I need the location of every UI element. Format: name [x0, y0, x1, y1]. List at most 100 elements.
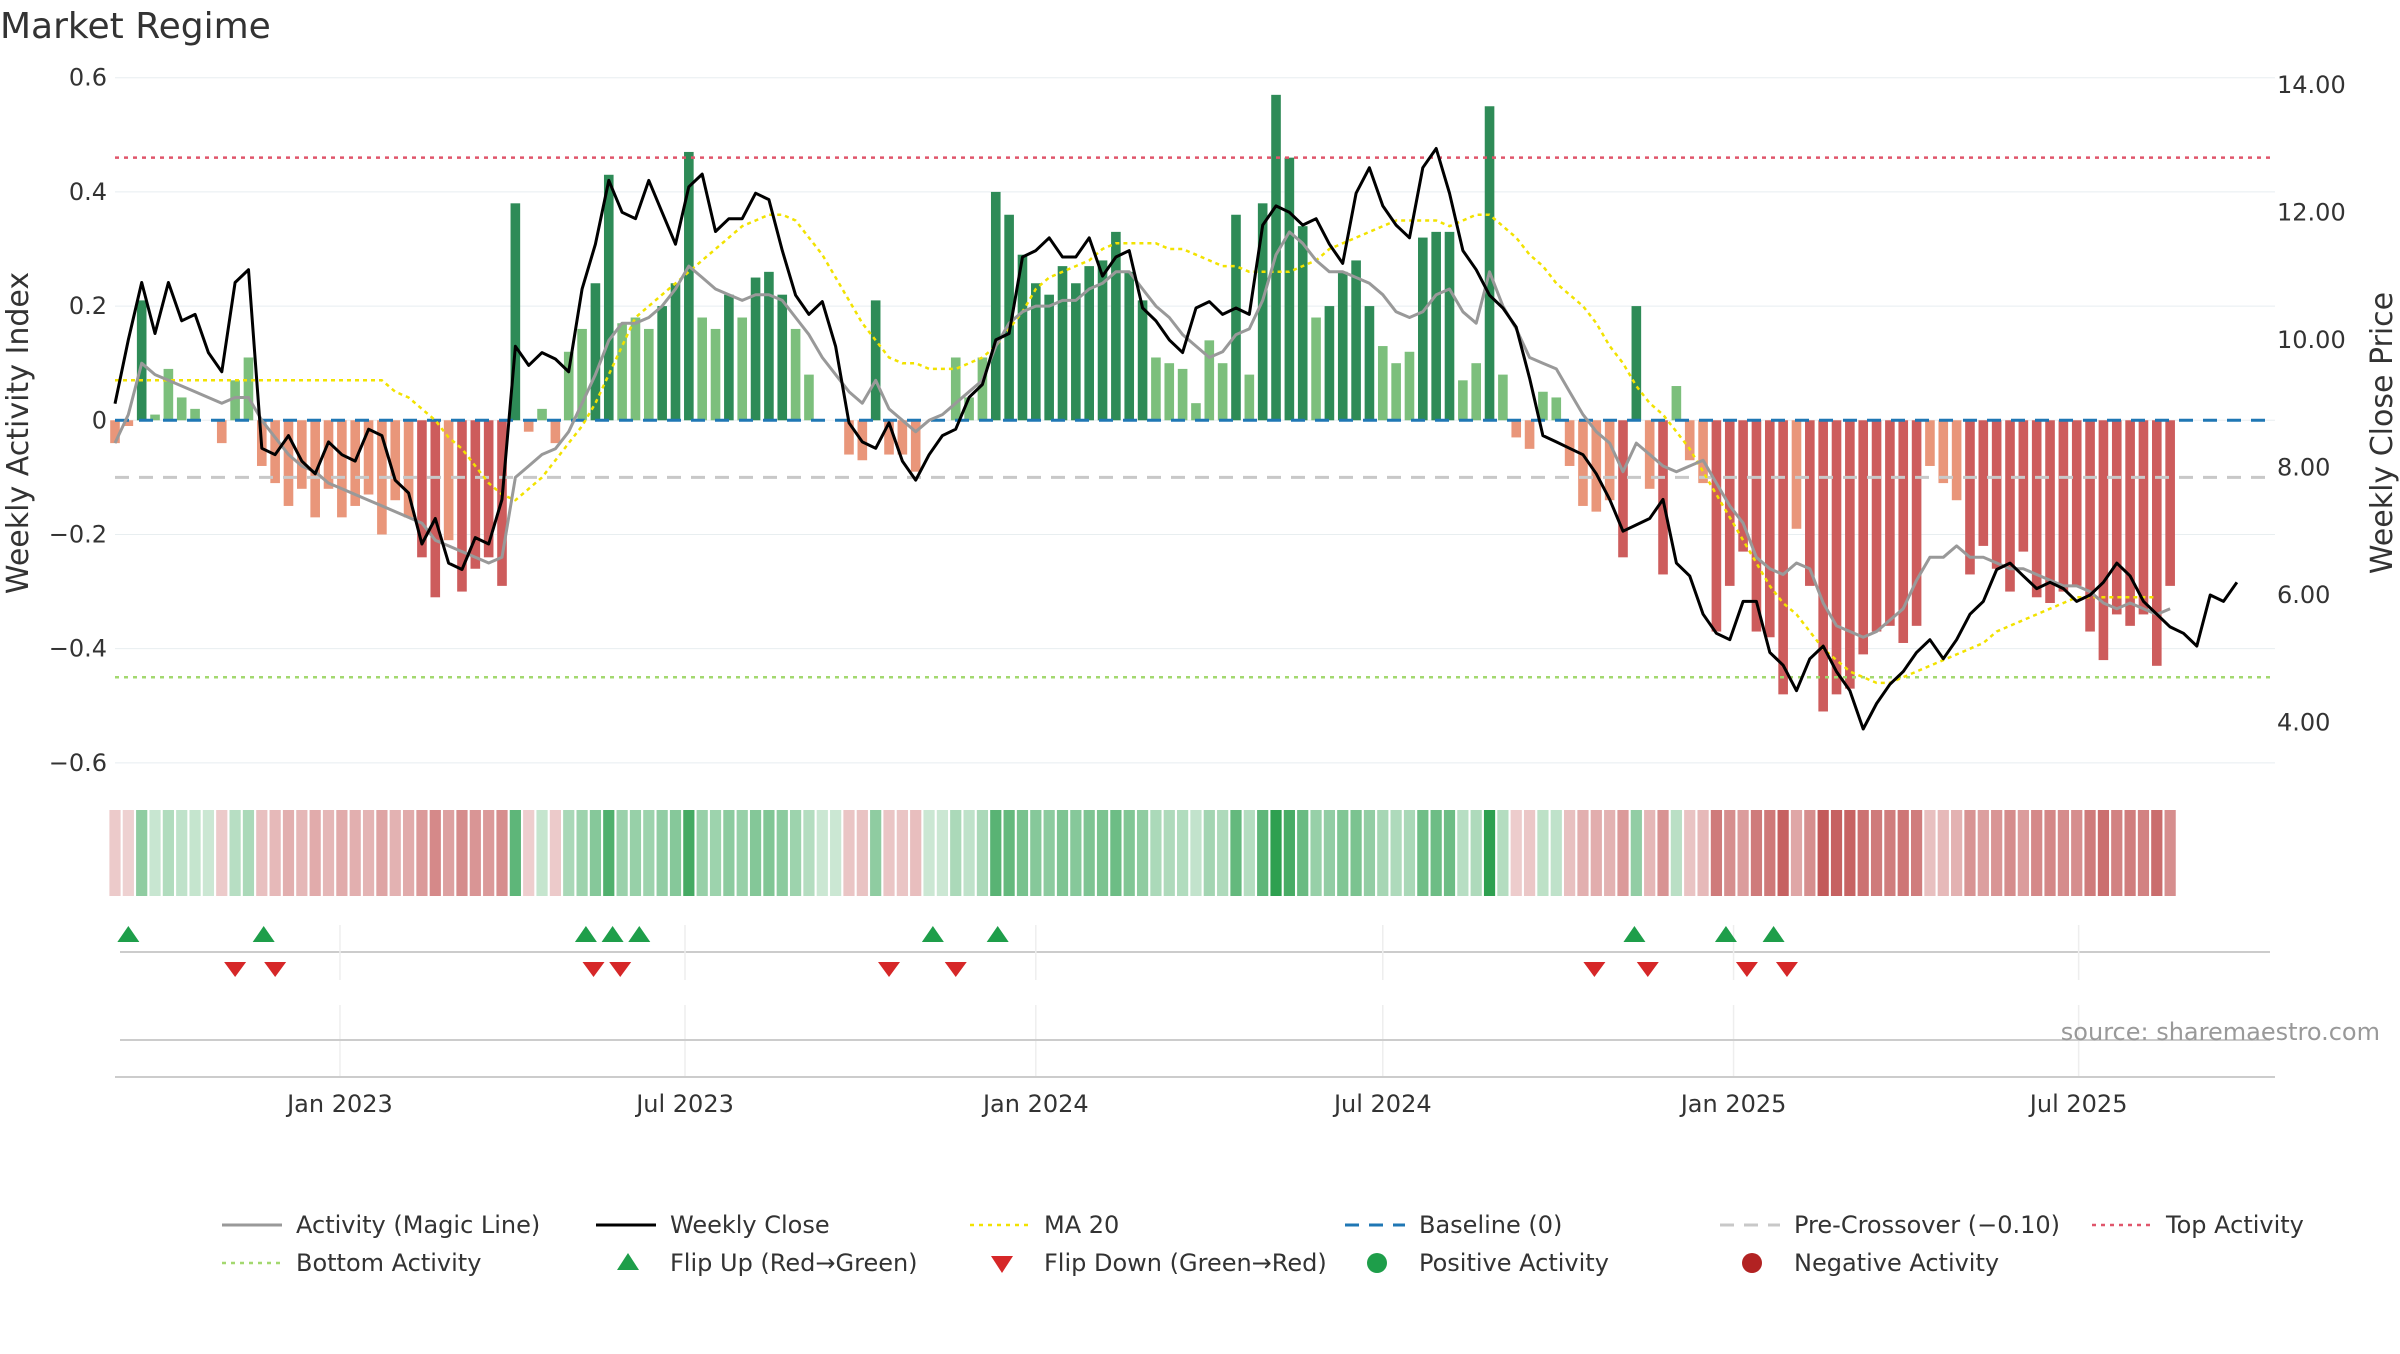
heat-cell	[1190, 810, 1202, 896]
chart-title: Market Regime	[0, 6, 271, 47]
heat-cell	[389, 810, 401, 896]
activity-bar	[1311, 317, 1321, 421]
ma20-line	[115, 213, 2157, 685]
right-tick-label: 14.00	[2277, 71, 2346, 99]
heat-cell	[256, 810, 268, 896]
heat-cell	[296, 810, 308, 896]
activity-bar	[2138, 420, 2149, 615]
heat-cell	[1150, 810, 1162, 896]
heat-cell	[162, 810, 174, 896]
heat-cell	[1470, 810, 1482, 896]
flip-up-marker	[1623, 926, 1646, 942]
axes: 0.6 0.4 0.2 0 −0.2 −0.4 −0.6 14.00 12.00 10.00 8.0…	[49, 64, 2346, 777]
heat-cell	[976, 810, 989, 896]
activity-bar	[1084, 266, 1094, 421]
activity-bar	[1031, 283, 1041, 421]
heat-cell	[1283, 810, 1295, 896]
legend-item: Baseline (0)	[1345, 1211, 1562, 1239]
activity-bar	[2005, 420, 2015, 592]
activity-bar	[176, 397, 187, 421]
heat-cell	[402, 810, 415, 896]
heat-cell	[990, 810, 1002, 896]
heat-cell	[643, 810, 655, 896]
right-tick-label: 12.00	[2277, 198, 2346, 226]
heat-cell	[1483, 810, 1496, 896]
heat-cell	[496, 810, 508, 896]
activity-bar	[470, 420, 481, 569]
heat-cell	[749, 810, 762, 896]
activity-bar	[1978, 420, 1989, 546]
activity-bar	[1498, 374, 1508, 421]
activity-bar	[1431, 231, 1441, 421]
right-tick-label: 4.00	[2277, 709, 2330, 737]
heat-cell	[109, 810, 121, 896]
heat-cell	[1403, 810, 1416, 896]
heat-cell	[1163, 810, 1175, 896]
activity-bar	[710, 328, 721, 421]
activity-bar	[750, 277, 761, 421]
heat-cell	[776, 810, 788, 896]
activity-bar	[1044, 294, 1054, 421]
heat-cell	[229, 810, 241, 896]
heat-cell	[429, 810, 441, 896]
activity-bar	[270, 420, 280, 484]
heat-cell	[1443, 810, 1456, 896]
activity-bar	[537, 408, 547, 421]
activity-bar	[1698, 420, 1708, 484]
heat-cell	[950, 810, 962, 896]
legend-label: Flip Up (Red→Green)	[670, 1249, 918, 1277]
heat-cell	[910, 810, 922, 896]
flip-up-marker	[252, 926, 275, 942]
legend-swatch	[1742, 1253, 1762, 1273]
heat-cell	[1564, 810, 1576, 896]
activity-bar	[1284, 157, 1295, 421]
activity-bar	[630, 317, 641, 421]
heat-cell	[1270, 810, 1282, 896]
flip-down-marker	[878, 962, 901, 977]
flip-down-marker	[582, 962, 605, 977]
activity-bar	[2058, 420, 2069, 592]
flip-down-marker	[944, 962, 967, 977]
heat-cell	[936, 810, 949, 896]
right-axis-title: Weekly Close Price	[2365, 292, 2400, 574]
activity-bar	[1965, 420, 1975, 575]
legend-label: Activity (Magic Line)	[296, 1211, 540, 1239]
activity-bar	[323, 420, 334, 489]
activity-bar	[2165, 420, 2175, 586]
heat-cell	[1897, 810, 1909, 896]
heat-cell	[322, 810, 335, 896]
legend-item: Negative Activity	[1742, 1249, 1999, 1277]
heat-cell	[1951, 810, 1963, 896]
legend-item: Flip Down (Green→Red)	[991, 1249, 1327, 1277]
heat-cell	[1884, 810, 1896, 896]
legend-item: Bottom Activity	[222, 1249, 481, 1277]
activity-bar	[910, 420, 921, 472]
activity-bar	[417, 420, 427, 558]
heat-cell	[1857, 810, 1869, 896]
activity-bar	[1418, 237, 1428, 421]
heat-cell	[1337, 810, 1349, 896]
activity-bar	[884, 420, 894, 455]
flip-down-marker	[609, 962, 632, 977]
left-tick-label: −0.2	[49, 520, 107, 548]
activity-bar	[724, 294, 734, 421]
activity-bar	[1805, 420, 1815, 586]
heat-cell	[963, 810, 975, 896]
flip-down-marker	[1735, 962, 1758, 977]
flip-up-marker	[921, 926, 944, 942]
heat-cell	[1323, 810, 1336, 896]
heat-cell	[1377, 810, 1389, 896]
activity-bar	[1658, 420, 1668, 575]
heat-cell	[1417, 810, 1429, 896]
flip-up-marker	[1714, 926, 1737, 942]
activity-bar	[190, 408, 200, 421]
heat-cell	[816, 810, 828, 896]
activity-bar	[1578, 420, 1588, 506]
heat-cell	[2057, 810, 2069, 896]
heat-cell	[1910, 810, 1923, 896]
heat-cell	[149, 810, 161, 896]
heat-cell	[2044, 810, 2056, 896]
activity-bar	[1885, 420, 1895, 626]
heat-cell	[536, 810, 548, 896]
reference-lines	[115, 156, 2275, 679]
